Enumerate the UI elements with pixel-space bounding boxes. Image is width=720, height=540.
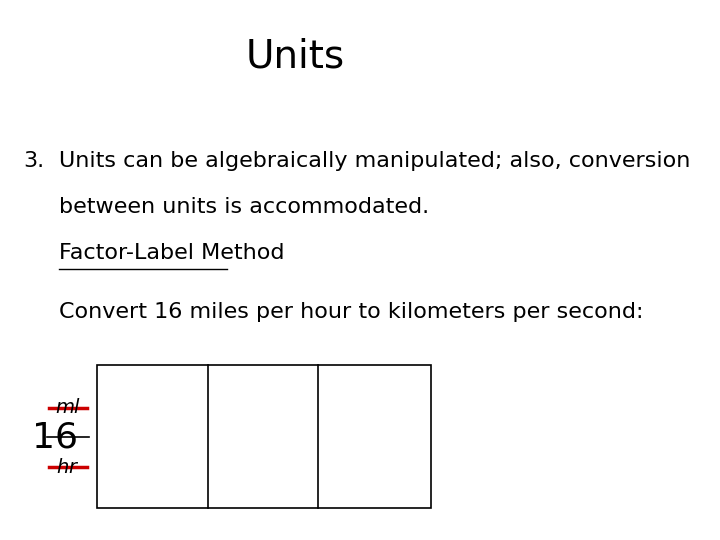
- Text: $\mathit{ml}$: $\mathit{ml}$: [55, 398, 81, 417]
- Text: between units is accommodated.: between units is accommodated.: [59, 197, 429, 217]
- Text: 3.: 3.: [24, 151, 45, 171]
- Text: Convert 16 miles per hour to kilometers per second:: Convert 16 miles per hour to kilometers …: [59, 302, 644, 322]
- Text: $\mathit{hr}$: $\mathit{hr}$: [56, 457, 80, 477]
- Text: 16: 16: [32, 421, 78, 454]
- Bar: [97, 364, 431, 508]
- Text: Factor-Label Method: Factor-Label Method: [59, 243, 284, 263]
- Text: Units can be algebraically manipulated; also, conversion: Units can be algebraically manipulated; …: [59, 151, 690, 171]
- Text: Units: Units: [246, 38, 345, 76]
